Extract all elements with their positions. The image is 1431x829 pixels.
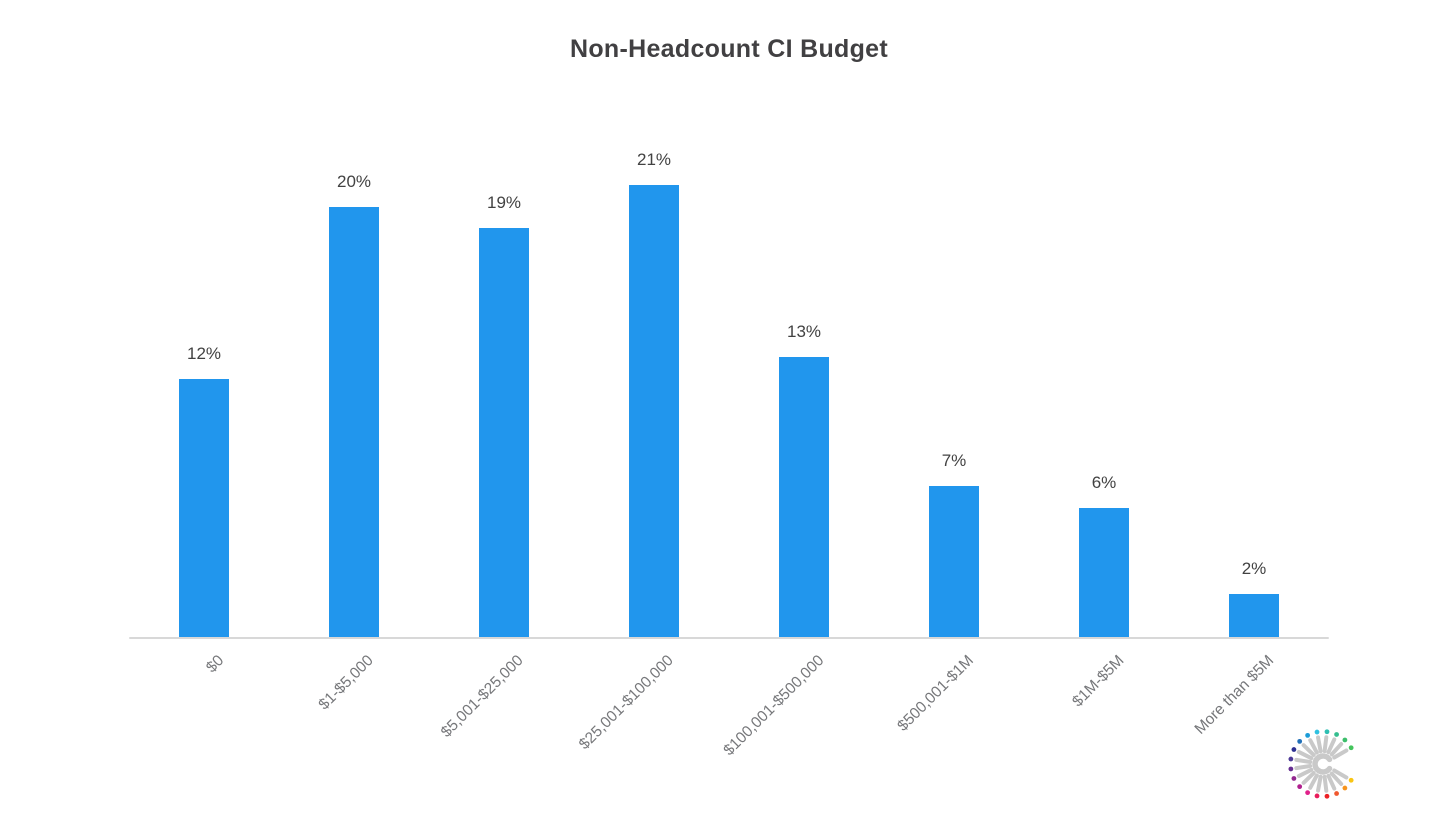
logo-color-dot [1348, 777, 1354, 783]
x-tick-label: $5,001-$25,000 [438, 652, 528, 741]
logo-ray [1296, 749, 1314, 761]
logo-ray [1301, 743, 1316, 757]
logo-ray [1294, 763, 1313, 771]
bar [1229, 594, 1279, 637]
logo-color-dot [1291, 747, 1297, 752]
brand-starburst-logo [1288, 729, 1354, 799]
x-tick-label: $500,001-$1M [894, 652, 978, 735]
logo-color-dot [1297, 784, 1303, 790]
logo-color-dot [1314, 729, 1320, 735]
bar [1079, 508, 1129, 637]
x-tick-label: $1M-$5M [1068, 652, 1128, 711]
bar [629, 185, 679, 637]
bar-value-label: 12% [186, 344, 222, 363]
bar-value-label: 13% [786, 322, 822, 341]
bar [779, 357, 829, 637]
logo-color-dot [1314, 793, 1320, 799]
logo-ray [1316, 735, 1323, 754]
logo-ray [1329, 771, 1344, 786]
logo-color-dot [1288, 756, 1294, 762]
x-tick-label: $1-$5,000 [315, 652, 378, 714]
bar-value-label: 19% [486, 193, 522, 212]
logo-ray [1329, 742, 1344, 757]
logo-ray [1316, 774, 1323, 793]
logo-ray [1326, 773, 1337, 791]
bar [179, 379, 229, 637]
logo-color-dot [1334, 732, 1339, 737]
logo-color-dot [1342, 785, 1348, 791]
bar-value-label: 7% [941, 451, 967, 470]
logo-color-dot [1288, 766, 1294, 772]
logo-ray [1296, 767, 1314, 779]
x-tick-label: More than $5M [1191, 652, 1278, 738]
logo-ray [1322, 774, 1329, 793]
x-tick-label: $25,001-$100,000 [576, 652, 678, 754]
logo-color-dot [1342, 737, 1348, 743]
bar-value-label: 21% [636, 150, 672, 169]
bar [329, 207, 379, 637]
x-tick-label: $100,001-$500,000 [719, 652, 828, 760]
logo-ray [1301, 771, 1316, 785]
logo-ray [1332, 768, 1349, 780]
x-tick-label: $0 [202, 652, 228, 677]
bar-value-label: 20% [336, 172, 372, 191]
logo-ray [1332, 748, 1349, 760]
bar [479, 228, 529, 637]
logo-color-dot [1348, 745, 1354, 751]
logo-color-dot [1291, 776, 1297, 781]
logo-color-dot [1305, 790, 1311, 796]
x-axis-line [129, 637, 1329, 639]
bar-value-label: 2% [1241, 559, 1267, 578]
logo-center-c [1312, 753, 1333, 775]
chart-title: Non-Headcount CI Budget [570, 35, 888, 63]
logo-color-dot [1324, 729, 1330, 735]
logo-color-dot [1297, 738, 1303, 744]
bar [929, 486, 979, 637]
logo-ray [1294, 757, 1313, 765]
logo-ray [1322, 735, 1329, 754]
logo-color-dot [1324, 793, 1330, 799]
logo-color-dot [1305, 732, 1311, 738]
logo-color-dot [1334, 791, 1339, 796]
logo-ray [1326, 737, 1337, 755]
logo-ray [1308, 773, 1319, 790]
bar-value-label: 6% [1091, 473, 1117, 492]
logo-ray [1308, 738, 1319, 755]
